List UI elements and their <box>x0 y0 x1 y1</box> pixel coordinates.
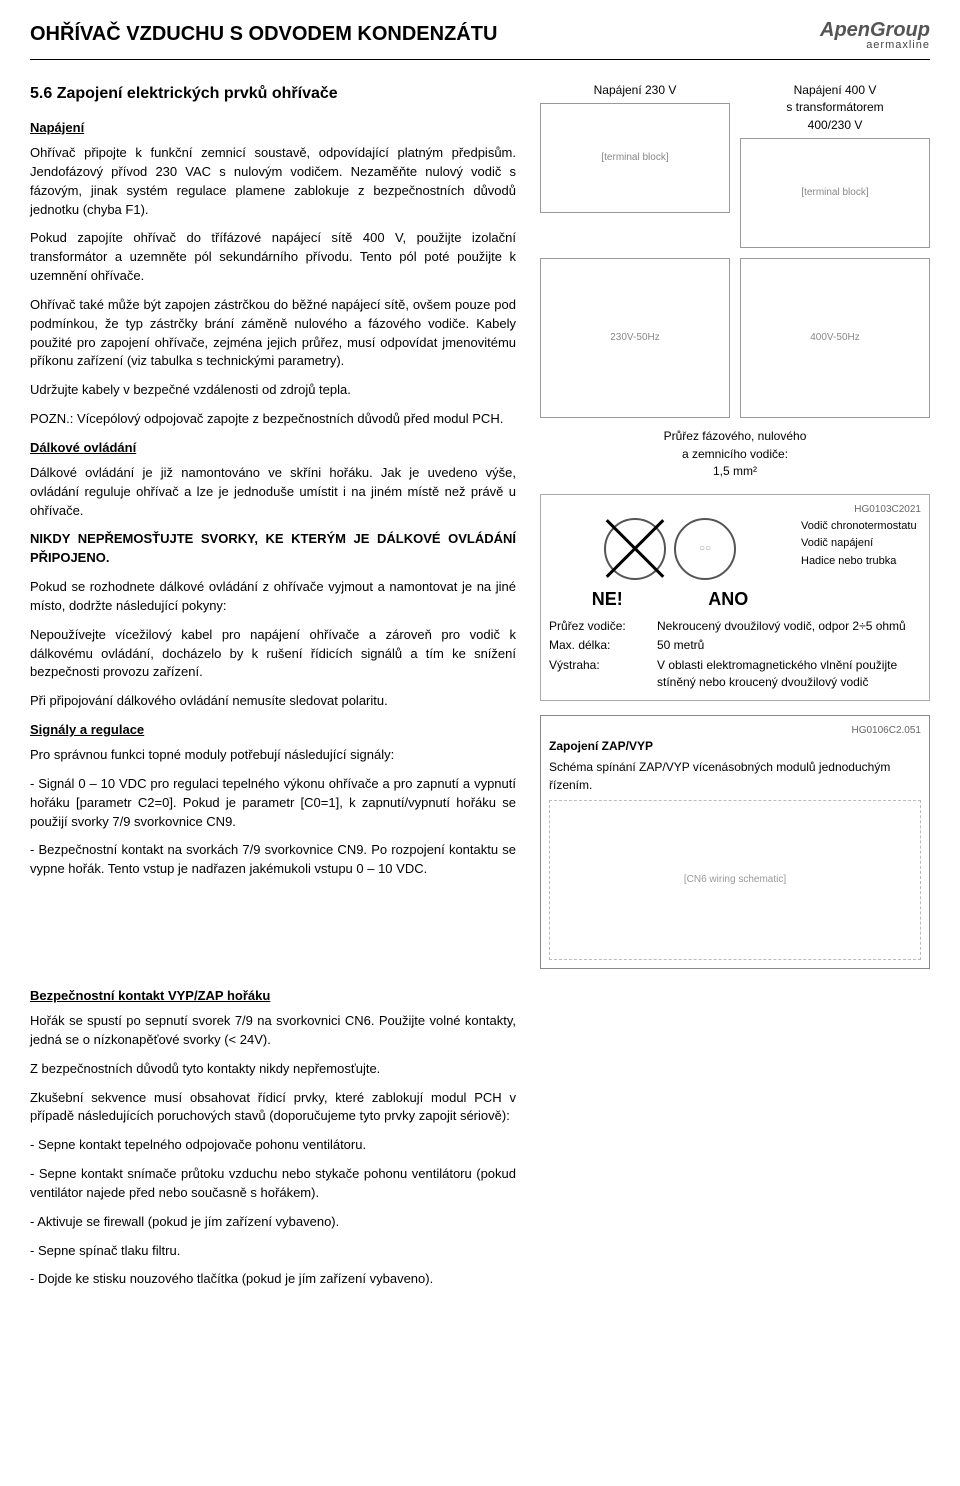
bullet: - Sepne kontakt snímače průtoku vzduchu … <box>30 1165 516 1203</box>
sub-signals: Signály a regulace <box>30 721 516 740</box>
kv-val: 50 metrů <box>657 637 921 654</box>
bullet: - Sepne kontakt tepelného odpojovače poh… <box>30 1136 516 1155</box>
label-ne: NE! <box>592 586 623 612</box>
bullet: - Aktivuje se firewall (pokud je jím zař… <box>30 1213 516 1232</box>
sub-remote: Dálkové ovládání <box>30 439 516 458</box>
para: - Bezpečnostní kontakt na svorkách 7/9 s… <box>30 841 516 879</box>
wiring-figure-230-full: 230V-50Hz <box>540 258 730 418</box>
para: Ohřívač připojte k funkční zemnicí soust… <box>30 144 516 219</box>
section-heading: 5.6 Zapojení elektrických prvků ohřívače <box>30 82 516 105</box>
side-label: Vodič chronotermostatu <box>801 518 921 536</box>
bullet: - Dojde ke stisku nouzového tlačítka (po… <box>30 1270 516 1289</box>
para: Udržujte kabely v bezpečné vzdálenosti o… <box>30 381 516 400</box>
para: Nepoužívejte vícežilový kabel pro napáje… <box>30 626 516 683</box>
para: Ohřívač také může být zapojen zástrčkou … <box>30 296 516 371</box>
para: Pokud zapojíte ohřívač do třífázové napá… <box>30 229 516 286</box>
side-label: Hadice nebo trubka <box>801 553 921 571</box>
kv-key: Průřez vodiče: <box>549 618 649 635</box>
kv-key: Výstraha: <box>549 657 649 692</box>
kv-val: Nekroucený dvoužilový vodič, odpor 2÷5 o… <box>657 618 921 635</box>
label-ano: ANO <box>708 586 748 612</box>
para: Pro správnou funkci topné moduly potřebu… <box>30 746 516 765</box>
para: POZN.: Vícepólový odpojovač zapojte z be… <box>30 410 516 429</box>
figure-code: HG0106C2.051 <box>549 724 921 739</box>
zap-title: Zapojení ZAP/VYP <box>549 738 921 755</box>
kv-val: V oblasti elektromagnetického vlnění pou… <box>657 657 921 692</box>
figure-code: HG0103C2021 <box>549 503 921 518</box>
para: Zkušební sekvence musí obsahovat řídicí … <box>30 1089 516 1127</box>
cable-wrong-icon <box>604 518 666 580</box>
para-warning: NIKDY NEPŘEMOSŤUJTE SVORKY, KE KTERÝM JE… <box>30 530 516 568</box>
cable-block: HG0103C2021 ○○ NE! ANO Vodič chronotermo… <box>540 494 930 700</box>
wire-cross-section-note: Průřez fázového, nulového a zemnicího vo… <box>540 428 930 480</box>
left-column: 5.6 Zapojení elektrických prvků ohřívače… <box>30 82 516 969</box>
brand-sub: aermaxline <box>820 40 930 51</box>
sub-supply: Napájení <box>30 119 516 138</box>
zap-subtitle: Schéma spínání ZAP/VYP vícenásobných mod… <box>549 759 921 794</box>
sub-safety: Bezpečnostní kontakt VYP/ZAP hořáku <box>30 987 516 1006</box>
para: Pokud se rozhodnete dálkové ovládání z o… <box>30 578 516 616</box>
cable-correct-icon: ○○ <box>674 518 736 580</box>
para: Při připojování dálkového ovládání nemus… <box>30 692 516 711</box>
zap-diagram: [CN6 wiring schematic] <box>549 800 921 960</box>
para: Z bezpečnostních důvodů tyto kontakty ni… <box>30 1060 516 1079</box>
para: - Signál 0 – 10 VDC pro regulaci tepelné… <box>30 775 516 832</box>
bottom-section: Bezpečnostní kontakt VYP/ZAP hořáku Hořá… <box>30 987 516 1289</box>
wiring-figure-230: [terminal block] <box>540 103 730 213</box>
para: Dálkové ovládání je již namontováno ve s… <box>30 464 516 521</box>
bullet: - Sepne spínač tlaku filtru. <box>30 1242 516 1261</box>
brand-logo: ApenGroup aermaxline <box>820 20 930 51</box>
wiring-figure-400-full: 400V-50Hz <box>740 258 930 418</box>
page-header: OHŘÍVAČ VZDUCHU S ODVODEM KONDENZÁTU Ape… <box>30 20 930 60</box>
brand-main: ApenGroup <box>820 20 930 40</box>
document-title: OHŘÍVAČ VZDUCHU S ODVODEM KONDENZÁTU <box>30 20 497 49</box>
fig-caption-230: Napájení 230 V <box>540 82 730 99</box>
zap-box: HG0106C2.051 Zapojení ZAP/VYP Schéma spí… <box>540 715 930 970</box>
para: Hořák se spustí po sepnutí svorek 7/9 na… <box>30 1012 516 1050</box>
wiring-figure-400: [terminal block] <box>740 138 930 248</box>
kv-key: Max. délka: <box>549 637 649 654</box>
side-label: Vodič napájení <box>801 535 921 553</box>
fig-caption-400: Napájení 400 V s transformátorem 400/230… <box>740 82 930 134</box>
right-column: Napájení 230 V [terminal block] Napájení… <box>540 82 930 969</box>
